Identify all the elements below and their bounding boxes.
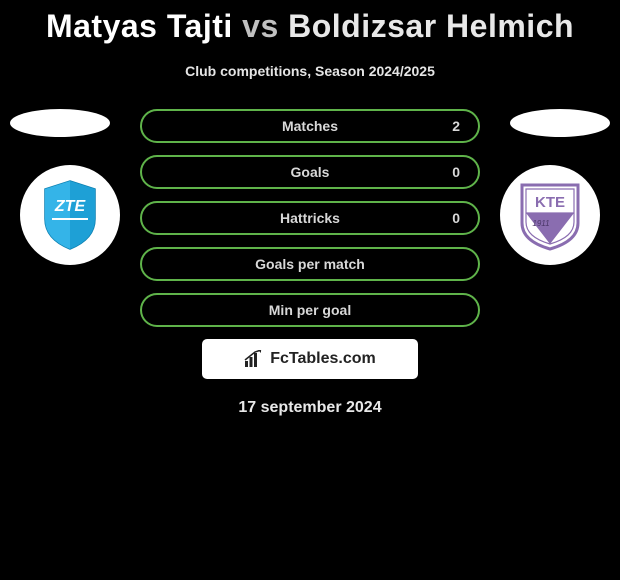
- player2-name: Boldizsar Helmich: [288, 8, 574, 44]
- left-club-badge: ZTE: [20, 165, 120, 265]
- stat-label: Goals: [291, 164, 330, 180]
- stat-row-min-per-goal: Min per goal: [140, 293, 480, 327]
- stat-label: Min per goal: [269, 302, 351, 318]
- badge-circle: KTE 1911: [500, 165, 600, 265]
- stat-label: Goals per match: [255, 256, 365, 272]
- right-oval-decoration: [510, 109, 610, 137]
- main-content: ZTE KTE 1911 Matches 2 Goals 0 Hat: [0, 109, 620, 417]
- kte-shield-icon: KTE 1911: [518, 179, 582, 251]
- stat-value: 2: [452, 118, 460, 134]
- stat-row-goals-per-match: Goals per match: [140, 247, 480, 281]
- svg-text:1911: 1911: [532, 219, 549, 228]
- snapshot-date: 17 september 2024: [0, 399, 620, 417]
- vs-separator: vs: [242, 8, 279, 44]
- svg-text:ZTE: ZTE: [54, 198, 87, 215]
- chart-icon: [244, 350, 264, 368]
- stat-row-goals: Goals 0: [140, 155, 480, 189]
- stats-container: Matches 2 Goals 0 Hattricks 0 Goals per …: [140, 109, 480, 327]
- stat-value: 0: [452, 210, 460, 226]
- stat-label: Hattricks: [280, 210, 340, 226]
- comparison-title: Matyas Tajti vs Boldizsar Helmich: [0, 0, 620, 45]
- branding-text: FcTables.com: [270, 350, 376, 368]
- svg-text:KTE: KTE: [535, 194, 565, 211]
- left-oval-decoration: [10, 109, 110, 137]
- zte-shield-icon: ZTE: [40, 179, 100, 251]
- player1-name: Matyas Tajti: [46, 8, 233, 44]
- branding-box: FcTables.com: [202, 339, 418, 379]
- competition-subtitle: Club competitions, Season 2024/2025: [0, 63, 620, 79]
- right-club-badge: KTE 1911: [500, 165, 600, 265]
- stat-label: Matches: [282, 118, 338, 134]
- stat-value: 0: [452, 164, 460, 180]
- stat-row-matches: Matches 2: [140, 109, 480, 143]
- stat-row-hattricks: Hattricks 0: [140, 201, 480, 235]
- badge-circle: ZTE: [20, 165, 120, 265]
